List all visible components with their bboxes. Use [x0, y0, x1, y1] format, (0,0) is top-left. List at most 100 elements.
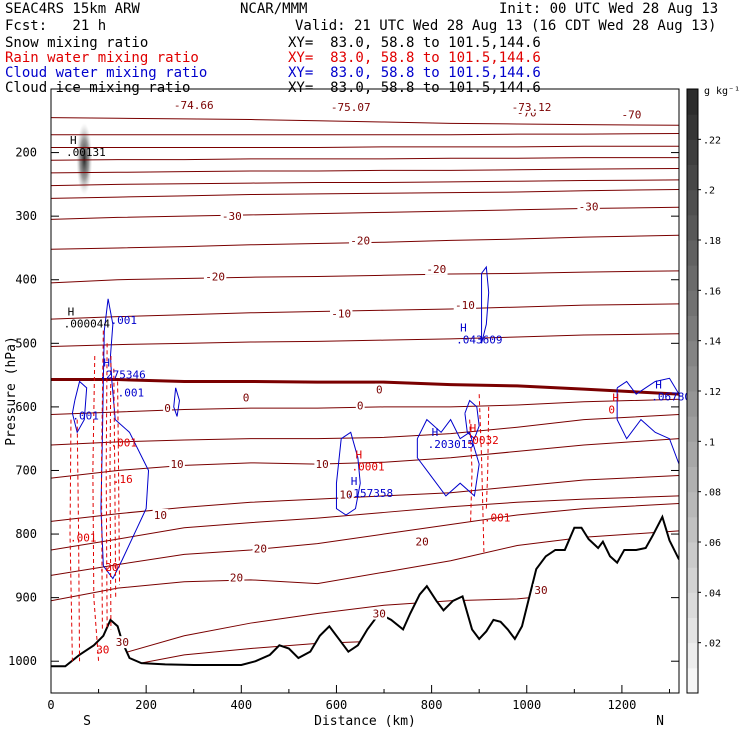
- x-tick-label: 800: [421, 698, 443, 712]
- forecast-hour: Fcst: 21 h: [5, 18, 107, 34]
- rain-water-contour: [109, 356, 112, 630]
- rain-water-contour: [478, 394, 485, 554]
- isotherm-label-bg: [425, 262, 448, 275]
- isotherm-label: 0: [243, 391, 250, 404]
- cloud-water-contour: [100, 298, 150, 580]
- isotherm-label: -70: [621, 108, 641, 121]
- colorbar-tick-label: .1: [703, 437, 715, 448]
- colorbar-step: [687, 164, 698, 191]
- isotherm-label-bg: [374, 383, 384, 396]
- maximum-marker: H: [655, 379, 662, 392]
- rain-water-contour: [76, 419, 81, 662]
- rain-water-contour: [105, 343, 108, 630]
- contour-label: .001: [110, 314, 137, 327]
- isotherm-label: -30: [222, 210, 242, 223]
- maximum-marker: H: [68, 305, 75, 318]
- cloud-water-contour: [71, 380, 88, 434]
- contour-label: .001: [118, 387, 145, 400]
- rain-water-contour: [92, 356, 100, 662]
- isotherm-line: [51, 117, 679, 126]
- isotherm-label-bg: [152, 508, 169, 521]
- contour-label: .20: [99, 561, 119, 574]
- snow-mixing-ratio-shading: [76, 122, 93, 195]
- maximum-value-label: .203015: [428, 438, 474, 451]
- contour-label: .16: [113, 473, 133, 486]
- isotherm-line: [51, 438, 679, 479]
- field-label-cloud-ice: Cloud ice mixing ratio: [5, 80, 191, 96]
- colorbar-tick-label: .04: [703, 588, 721, 599]
- isotherm-label-bg: [252, 542, 269, 555]
- cloud-water-contour: [173, 387, 180, 417]
- org-label: NCAR/MMM: [240, 1, 308, 17]
- isotherm-line: [51, 378, 679, 396]
- maximum-value-label: .0032: [466, 434, 499, 447]
- plot-frame: [50, 88, 680, 694]
- isotherm-label: -20: [426, 263, 446, 276]
- x-tick-label: 200: [135, 698, 157, 712]
- isotherm-line: [51, 495, 679, 551]
- isotherm-label: -30: [579, 201, 599, 214]
- maximum-marker: H: [470, 422, 477, 435]
- x-tick-label: 0: [47, 698, 54, 712]
- isotherm-label-bg: [241, 391, 251, 404]
- colorbar-step: [687, 667, 698, 694]
- rain-water-contour: [100, 330, 104, 630]
- isotherm-label: 20: [254, 543, 267, 556]
- colorbar-tick-label: .18: [703, 236, 721, 247]
- isotherm-label-bg: [203, 270, 227, 283]
- isotherm-label-bg: [371, 607, 388, 620]
- colorbar-step: [687, 391, 698, 417]
- isotherm-label-bg: [577, 200, 600, 213]
- y-tick-label: 900: [15, 591, 37, 605]
- colorbar-step: [687, 340, 698, 367]
- valid-time: Valid: 21 UTC Wed 28 Aug 13 (16 CDT Wed …: [295, 18, 717, 34]
- y-tick-label: 500: [15, 336, 37, 350]
- maximum-marker: H: [460, 321, 467, 334]
- colorbar-tick-label: .22: [703, 135, 721, 146]
- x-axis-label: Distance (km): [314, 714, 416, 729]
- isotherm-line: [51, 206, 679, 220]
- isotherm-label: 0: [376, 384, 383, 397]
- y-tick-label: 300: [15, 209, 37, 223]
- isotherm-label: 10: [339, 489, 352, 502]
- colorbar-step: [687, 642, 698, 669]
- terrain-line: [51, 514, 679, 668]
- colorbar-step: [687, 416, 698, 442]
- isotherm-label-bg: [330, 307, 353, 320]
- x-tick-label: 1200: [607, 698, 636, 712]
- isotherm-line: [51, 145, 679, 148]
- isotherm-label: -10: [455, 299, 475, 312]
- isotherm-line: [51, 333, 679, 347]
- contour-label: .001: [70, 532, 97, 545]
- isotherm-label: -10: [331, 307, 351, 320]
- isotherm-label: 10: [316, 458, 329, 471]
- field-label-rain: Rain water mixing ratio: [5, 50, 199, 66]
- y-tick-label: 800: [15, 527, 37, 541]
- y-tick-label: 400: [15, 273, 37, 287]
- isotherm-label: 30: [534, 584, 547, 597]
- x-tick-label: 400: [230, 698, 252, 712]
- isotherm-label-bg: [355, 399, 365, 412]
- colorbar-step: [687, 265, 698, 291]
- maximum-marker: H: [355, 448, 362, 461]
- isotherm-label-bg: [414, 535, 430, 548]
- cloud-water-contour: [464, 399, 480, 440]
- y-tick-label: 200: [15, 146, 37, 160]
- colorbar-tick-label: .06: [703, 538, 721, 549]
- isotherm-line: [51, 157, 679, 161]
- colorbar-step: [687, 441, 698, 467]
- colorbar-step: [687, 214, 698, 241]
- isotherm-label: -75.07: [331, 101, 371, 114]
- isotherm-label-bg: [620, 108, 643, 121]
- colorbar-tick-label: .12: [703, 387, 721, 398]
- isotherm-label-bg: [228, 571, 245, 584]
- colorbar-step: [687, 466, 698, 493]
- maximum-marker: H: [432, 426, 439, 439]
- cloud-water-contour: [481, 265, 490, 344]
- isotherm-label-bg: [329, 100, 373, 113]
- colorbar-tick-label: .14: [703, 337, 721, 348]
- rain-water-contour: [117, 381, 121, 585]
- isotherm-label: 10: [154, 509, 167, 522]
- y-tick-label: 700: [15, 463, 37, 477]
